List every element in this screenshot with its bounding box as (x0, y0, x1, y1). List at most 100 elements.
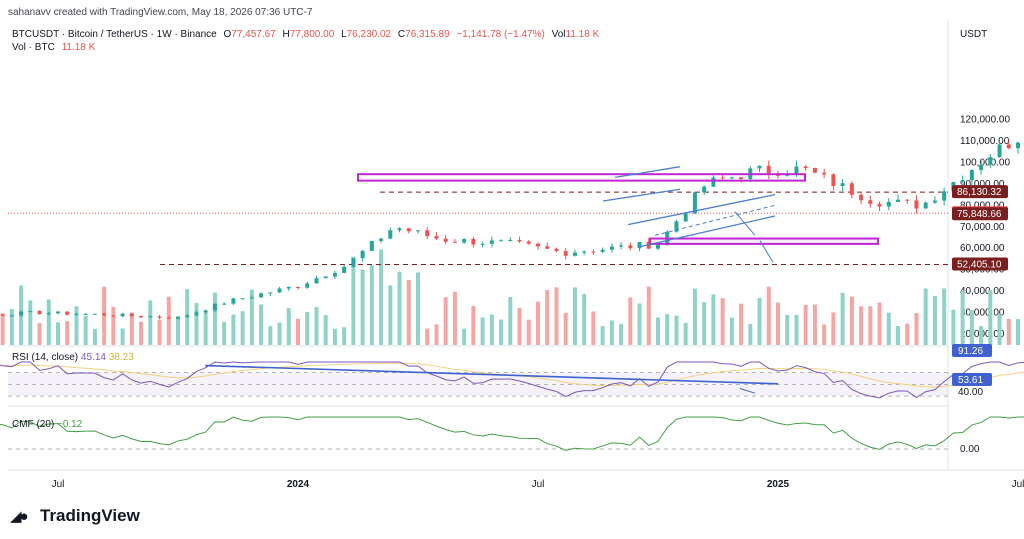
volume-bar (646, 286, 651, 345)
candle-body (794, 166, 799, 174)
candle-body (831, 174, 836, 187)
candle-body (757, 165, 762, 169)
candle-body (591, 251, 596, 253)
ohlc-open: O77,457.67 (223, 29, 276, 40)
volume-bar (83, 315, 88, 345)
candle-body (1016, 142, 1020, 149)
volume-bar (720, 298, 725, 345)
volume-bar (702, 302, 707, 345)
volume-bar (360, 269, 365, 345)
candle-body (203, 310, 208, 313)
candle-body (480, 243, 485, 245)
volume-bar (914, 313, 919, 345)
volume-bar (240, 311, 245, 345)
volume-bar (656, 317, 660, 345)
volume-bar (997, 314, 1002, 345)
candle-body (877, 203, 882, 207)
volume-bar (849, 296, 854, 345)
candle-body (545, 246, 550, 249)
candle-body (0, 314, 5, 316)
rsi-axis-box (952, 344, 992, 357)
volume-bar (563, 312, 568, 345)
volume-bars (0, 249, 1020, 345)
candle-body (609, 246, 614, 250)
candle-body (997, 144, 1002, 158)
candle-body (969, 169, 974, 181)
volume-bar (886, 312, 891, 345)
volume-bar (960, 291, 965, 345)
candle-body (157, 316, 162, 318)
volume-bar (840, 292, 845, 345)
volume-bar (388, 285, 393, 345)
volume-bar (803, 304, 808, 345)
volume-bar (923, 288, 928, 345)
volume-bar (148, 300, 153, 345)
price-chart[interactable]: USDT 120,000.00 110,000.00 100,000.00 90,000… (0, 0, 1024, 500)
candle-body (259, 293, 264, 298)
y-tick-label: 30,000.00 (960, 308, 1005, 319)
volume-bar (794, 314, 799, 345)
volume-bar (591, 311, 596, 345)
volume-bar (157, 319, 162, 345)
rsi-axis-label: 40.00 (958, 387, 983, 398)
candle-body (19, 311, 24, 316)
candle-body (471, 238, 476, 245)
candle-body (37, 310, 42, 315)
volume-bar (37, 323, 42, 345)
candle-body (120, 313, 125, 317)
symbol-legend[interactable]: BTCUSDT · Bitcoin / TetherUS · 1W · Bina… (12, 29, 599, 40)
candle-body (268, 292, 273, 294)
volume-bar (582, 293, 587, 345)
candle-body (379, 238, 384, 241)
ohlc-close: C76,315.89 (397, 29, 450, 40)
volume-bar (268, 326, 273, 345)
y-tick-label: 110,000.00 (960, 136, 1010, 147)
candle-body (277, 288, 282, 293)
candle-body (9, 315, 14, 317)
candle-body (886, 201, 891, 207)
candle-body (323, 276, 328, 279)
x-tick-label: Jul (532, 479, 545, 490)
candle-body (65, 311, 70, 315)
projection-arrow (759, 240, 774, 263)
volume-bar (665, 314, 670, 345)
volume-bar (406, 279, 411, 345)
candle-body (28, 310, 33, 312)
volume-bar (572, 287, 577, 345)
price-label-box (952, 185, 1008, 199)
candle-body (812, 168, 817, 173)
tradingview-logo[interactable]: ◢● TradingView (10, 506, 140, 525)
candle-body (914, 200, 919, 209)
volume-bar (120, 328, 125, 345)
candle-body (619, 245, 624, 247)
channel-line (614, 166, 681, 179)
volume-bar (683, 322, 688, 345)
candle-body (185, 315, 190, 317)
chart-credit: sahanavv created with TradingView.com, M… (8, 7, 313, 18)
volume-bar (905, 323, 910, 345)
candle-body (342, 266, 347, 273)
volume-bar (988, 290, 993, 345)
axis-currency: USDT (960, 29, 987, 40)
candle-body (766, 165, 771, 174)
candle-body (526, 241, 531, 244)
candle-body (960, 180, 965, 183)
candle-body (397, 228, 402, 231)
volume-legend[interactable]: Vol · BTC 11.18 K (12, 42, 96, 53)
y-tick-label: 40,000.00 (960, 286, 1005, 297)
symbol-line: BTCUSDT · Bitcoin / TetherUS · 1W · Bina… (12, 29, 217, 40)
volume-bar (379, 249, 384, 345)
candle-body (351, 258, 356, 267)
candle-body (674, 221, 679, 232)
volume-bar (868, 306, 873, 345)
price-label: 52,405.10 (957, 259, 1002, 270)
candle-body (139, 316, 144, 318)
candle-body (296, 286, 300, 288)
volume-bar (176, 316, 180, 345)
candle-body (176, 316, 180, 319)
volume-bar (979, 326, 984, 345)
candle-body (711, 177, 716, 187)
volume-bar (323, 315, 328, 345)
candle-body (656, 245, 660, 249)
candle-body (111, 315, 116, 317)
